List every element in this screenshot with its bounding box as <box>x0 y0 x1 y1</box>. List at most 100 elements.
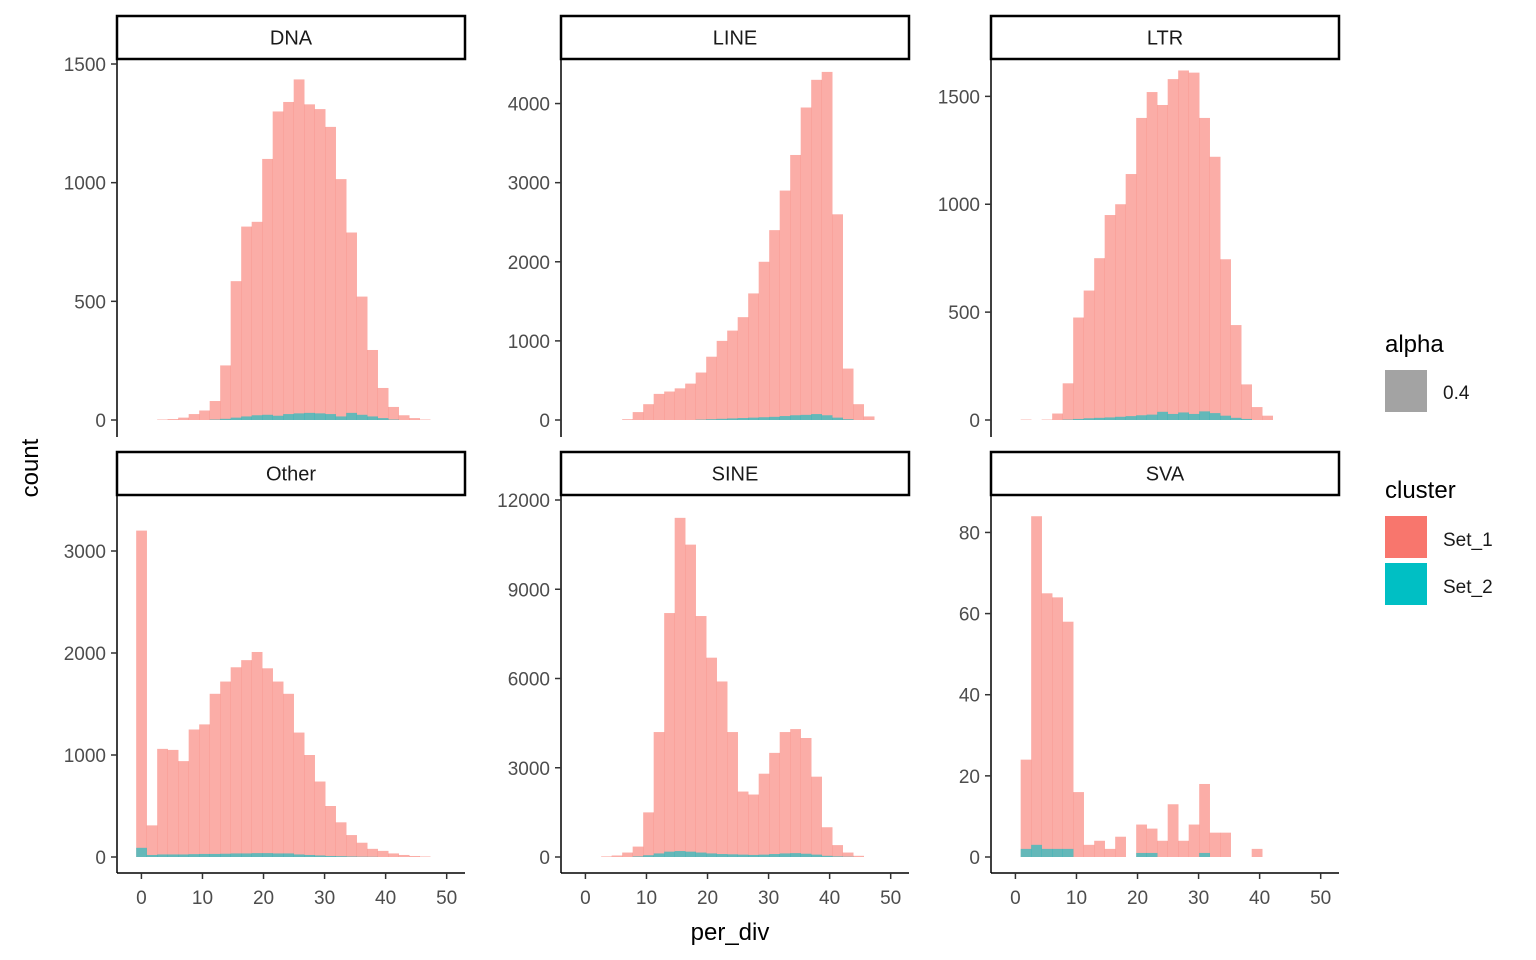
bar-set-1 <box>643 404 654 420</box>
bar-set-1 <box>167 749 179 857</box>
bar-set-2 <box>1031 844 1042 857</box>
legend-key-set-2 <box>1385 563 1427 605</box>
bar-set-2 <box>262 414 273 420</box>
series-set-1 <box>1020 70 1273 421</box>
bar-set-1 <box>1188 72 1200 420</box>
bar-set-2 <box>356 414 368 420</box>
bar-set-2 <box>346 412 357 420</box>
y-tick-label: 0 <box>539 411 550 432</box>
bar-set-1 <box>1020 759 1032 857</box>
bar-set-2 <box>1199 411 1210 420</box>
bar-set-2 <box>230 417 242 420</box>
series-set-1 <box>136 530 431 857</box>
bar-set-2 <box>283 853 294 857</box>
bar-set-1 <box>377 387 389 420</box>
bar-set-1 <box>272 681 284 857</box>
x-tick-label: 40 <box>375 888 396 909</box>
bar-set-2 <box>304 412 315 420</box>
y-tick-label: 1000 <box>938 195 980 216</box>
series-set-2 <box>136 847 378 857</box>
y-tick-label: 1000 <box>508 332 550 353</box>
bar-set-1 <box>209 401 221 420</box>
bar-set-2 <box>727 854 738 857</box>
y-tick-label: 2000 <box>508 253 550 274</box>
bar-set-1 <box>1094 258 1105 420</box>
bar-set-1 <box>293 732 305 857</box>
bar-set-2 <box>178 854 189 857</box>
bar-set-2 <box>251 415 263 420</box>
bar-set-1 <box>1094 840 1105 857</box>
bar-set-2 <box>157 854 168 857</box>
bar-set-2 <box>251 853 263 857</box>
bar-set-2 <box>1146 414 1158 420</box>
bar-set-1 <box>842 852 854 857</box>
y-tick-label: 2000 <box>64 644 106 665</box>
bar-set-2 <box>790 415 801 420</box>
y-tick-label: 0 <box>969 848 980 869</box>
y-tick-label: 1500 <box>64 55 106 76</box>
bar-set-2 <box>304 854 315 857</box>
x-tick-label: 0 <box>1010 888 1021 909</box>
bar-set-1 <box>769 230 780 420</box>
x-axis-title: per_div <box>691 919 770 946</box>
bar-set-1 <box>779 732 791 857</box>
bar-set-1 <box>388 406 399 420</box>
bar-set-2 <box>1167 413 1179 420</box>
bar-set-2 <box>706 853 717 857</box>
bar-set-1 <box>1136 824 1147 857</box>
bar-set-2 <box>716 418 728 420</box>
bar-set-2 <box>769 854 780 857</box>
bar-set-1 <box>1125 174 1137 420</box>
bar-set-1 <box>167 419 179 420</box>
bar-set-1 <box>832 214 843 420</box>
series-set-1 <box>157 79 431 421</box>
bar-set-2 <box>335 416 347 420</box>
bar-set-1 <box>632 412 644 420</box>
bar-set-1 <box>811 79 822 421</box>
bar-set-2 <box>758 417 770 420</box>
bar-set-2 <box>811 414 822 420</box>
y-tick-label: 3000 <box>508 759 550 780</box>
y-tick-label: 500 <box>74 292 106 313</box>
bar-set-1 <box>758 773 770 857</box>
bar-set-1 <box>1146 828 1158 857</box>
bar-set-2 <box>779 416 791 420</box>
bar-set-1 <box>398 854 410 857</box>
bar-set-1 <box>241 660 252 857</box>
x-tick-label: 10 <box>192 888 213 909</box>
y-tick-label: 6000 <box>508 670 550 691</box>
bar-set-2 <box>1136 852 1147 857</box>
bar-set-2 <box>821 415 833 420</box>
bar-set-1 <box>716 340 728 420</box>
panel-sva: SVA 0 20 40 60 80 0 10 20 30 40 50 <box>959 450 1341 909</box>
bar-set-1 <box>842 368 854 420</box>
bar-set-1 <box>346 835 357 857</box>
bar-set-1 <box>209 693 221 857</box>
legend-title-alpha: alpha <box>1385 331 1444 358</box>
series-set-1 <box>601 517 864 857</box>
bar-set-1 <box>622 852 633 857</box>
x-tick-label: 0 <box>580 888 591 909</box>
bar-set-2 <box>272 853 284 857</box>
bar-set-2 <box>643 855 654 857</box>
bar-set-1 <box>1041 593 1053 857</box>
bar-set-2 <box>800 414 812 420</box>
bar-set-1 <box>325 126 336 420</box>
series-set-2 <box>1020 844 1210 857</box>
bar-set-2 <box>1094 417 1105 420</box>
bar-set-1 <box>748 794 759 857</box>
bar-set-2 <box>1020 848 1032 857</box>
bar-set-1 <box>251 221 263 420</box>
facet-strip-label: LINE <box>713 28 757 50</box>
bar-set-2 <box>136 847 147 857</box>
bar-set-1 <box>748 293 759 420</box>
bar-set-1 <box>314 781 326 857</box>
bar-set-2 <box>727 418 738 420</box>
bar-set-1 <box>220 365 231 420</box>
bar-set-1 <box>1178 70 1189 421</box>
y-tick-label: 1000 <box>64 174 106 195</box>
x-tick-label: 50 <box>1310 888 1331 909</box>
bar-set-2 <box>790 853 801 857</box>
bar-set-1 <box>695 616 707 857</box>
bar-set-1 <box>1062 383 1074 420</box>
